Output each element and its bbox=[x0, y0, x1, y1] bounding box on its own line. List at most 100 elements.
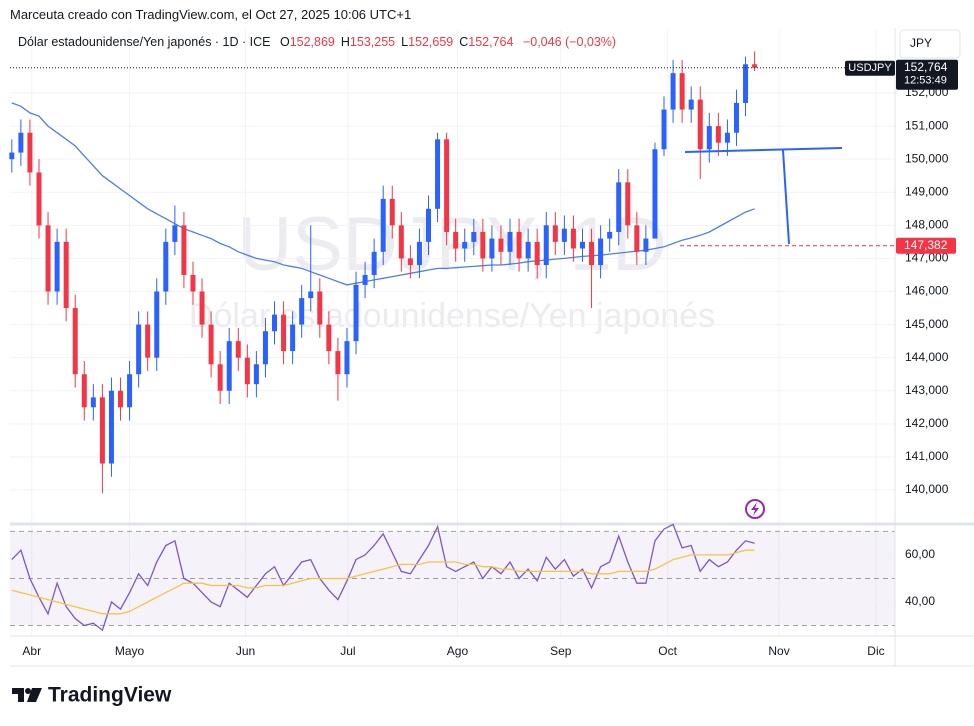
x-tick-label: Jun bbox=[236, 644, 255, 658]
candle-body bbox=[353, 284, 359, 342]
candle-body bbox=[262, 331, 268, 365]
candle-body bbox=[634, 225, 640, 252]
candle-body bbox=[226, 341, 232, 391]
watermark-symbol: USDJPY, 1D bbox=[237, 202, 666, 287]
ohlc-key: C bbox=[459, 35, 469, 49]
candle-body bbox=[661, 109, 667, 150]
ohlc-value: 152,764 bbox=[468, 35, 514, 49]
alert-icon-circle[interactable] bbox=[745, 499, 765, 519]
candle-body bbox=[480, 231, 486, 259]
candle-body bbox=[380, 198, 386, 252]
alert-icon[interactable] bbox=[745, 499, 765, 519]
x-tick-label: Jul bbox=[340, 644, 355, 658]
logo-shape bbox=[12, 688, 24, 702]
candle-body bbox=[498, 238, 504, 252]
candle-body bbox=[579, 241, 585, 249]
candle-body bbox=[552, 225, 558, 242]
alert-label-box bbox=[896, 237, 956, 254]
x-tick-label: Nov bbox=[768, 644, 789, 658]
candle-body bbox=[344, 341, 350, 375]
candle-body bbox=[516, 231, 522, 259]
logo-text: TradingView bbox=[48, 684, 172, 707]
candle-body bbox=[525, 241, 531, 259]
candle-body bbox=[625, 182, 631, 226]
candle-body bbox=[616, 182, 622, 232]
candle-body bbox=[27, 132, 33, 173]
alert-icon-bolt[interactable] bbox=[751, 502, 759, 516]
symbol-label-box bbox=[845, 60, 895, 76]
candle-body bbox=[534, 241, 540, 266]
candle-body bbox=[543, 225, 549, 266]
candle-body bbox=[145, 324, 151, 358]
drawing-line bbox=[782, 149, 790, 245]
rsi-line bbox=[11, 523, 755, 632]
candle-body bbox=[217, 364, 223, 391]
logo-shape bbox=[27, 688, 42, 702]
candle-body bbox=[335, 351, 341, 375]
candle-body bbox=[507, 231, 513, 252]
candle-body bbox=[607, 231, 613, 239]
candle-body bbox=[154, 291, 160, 358]
candle-body bbox=[208, 324, 214, 365]
candle-body bbox=[733, 102, 739, 133]
candle-body bbox=[643, 238, 649, 252]
candle-body bbox=[172, 225, 178, 242]
candle-body bbox=[715, 126, 721, 143]
candle-body bbox=[570, 228, 576, 249]
x-tick-label: Mayo bbox=[115, 644, 145, 658]
ohlc-value: 153,255 bbox=[349, 35, 396, 49]
candle-body bbox=[199, 291, 205, 325]
y-tick-label: 146,000 bbox=[905, 284, 949, 298]
candle-body bbox=[45, 225, 51, 292]
drawing-line bbox=[684, 147, 843, 153]
candle-body bbox=[72, 308, 78, 375]
candle-body bbox=[90, 397, 96, 408]
candle-body bbox=[444, 139, 450, 232]
candle-body bbox=[724, 132, 730, 143]
candle-body bbox=[63, 241, 69, 309]
candle-body bbox=[489, 238, 495, 259]
candle-body bbox=[163, 241, 169, 292]
candle-body bbox=[54, 241, 60, 292]
symbol-label: USDJPY bbox=[848, 62, 892, 74]
y-tick-label: 147,000 bbox=[905, 251, 949, 265]
candle-body bbox=[281, 314, 287, 352]
ohlc-key: L bbox=[401, 35, 409, 49]
y-tick-label: 149,000 bbox=[905, 184, 949, 198]
currency[interactable]: JPY bbox=[910, 36, 932, 50]
change: −0,046 (−0,03%) bbox=[522, 35, 617, 49]
last-price-label: 152,764 bbox=[904, 60, 948, 74]
ohlc-key: H bbox=[340, 35, 350, 49]
candle-body bbox=[362, 274, 368, 285]
candle-body bbox=[190, 274, 196, 292]
candle-body bbox=[371, 251, 377, 275]
y-tick-label: 151,000 bbox=[905, 118, 949, 132]
candle-body bbox=[688, 99, 694, 110]
ohlc-value: 152,869 bbox=[289, 35, 335, 49]
candle-body bbox=[127, 374, 133, 408]
y-tick-label: 140,000 bbox=[905, 482, 949, 496]
candle-body bbox=[453, 231, 459, 249]
candle-body bbox=[308, 291, 314, 299]
candle-body bbox=[425, 208, 431, 242]
legend: Dólar estadounidense/Yen japonés · 1D · … bbox=[18, 35, 616, 49]
candle-body bbox=[679, 73, 685, 110]
y-tick-label: 144,000 bbox=[905, 350, 949, 364]
candle-body bbox=[9, 152, 15, 160]
candle-body bbox=[589, 241, 595, 266]
candle-body bbox=[598, 238, 604, 266]
rsi-line bbox=[11, 549, 755, 615]
currency-box[interactable] bbox=[899, 29, 961, 59]
symbol-line: Dólar estadounidense/Yen japonés · 1D · … bbox=[18, 35, 271, 49]
candle-body bbox=[416, 241, 422, 266]
candle-body bbox=[670, 73, 676, 110]
x-tick-label: Ago bbox=[447, 644, 469, 658]
candle-body bbox=[561, 228, 567, 242]
candle-body bbox=[81, 374, 87, 408]
moving-average bbox=[11, 102, 755, 286]
x-tick-label: Oct bbox=[658, 644, 677, 658]
x-tick-label: Sep bbox=[550, 644, 572, 658]
